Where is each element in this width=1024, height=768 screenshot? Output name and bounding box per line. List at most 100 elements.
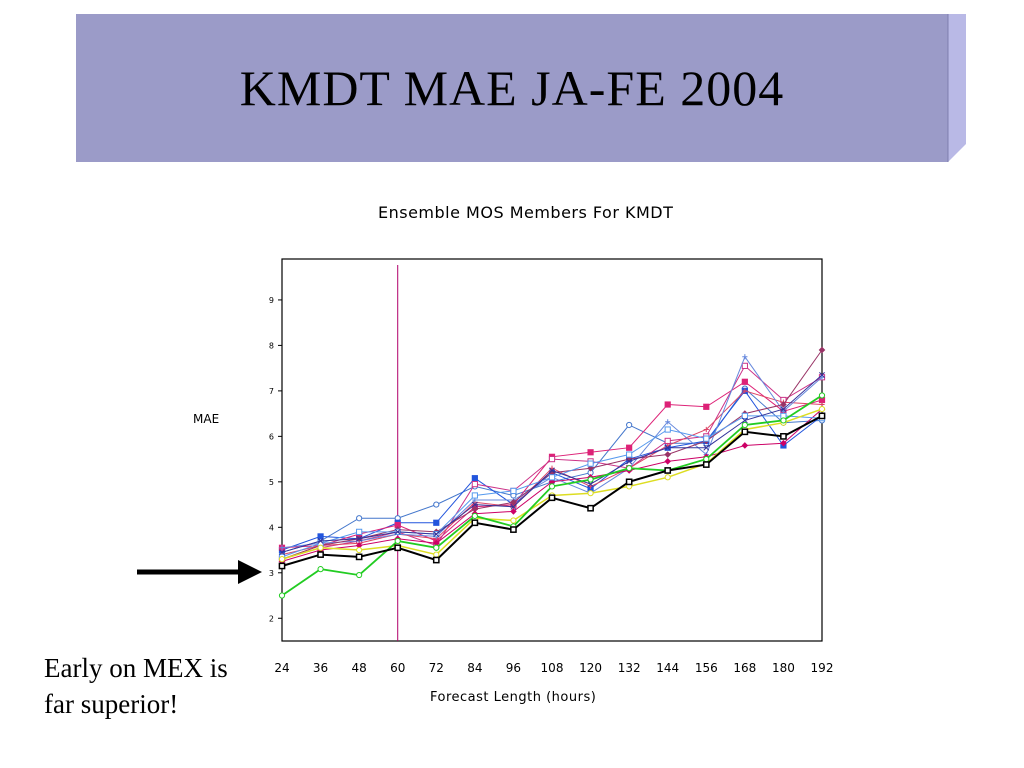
data-point [703, 426, 709, 433]
banner-edge [948, 14, 966, 162]
note-line-1: Early on MEX is [44, 653, 228, 683]
data-point [510, 517, 517, 524]
series-0 [278, 412, 826, 570]
data-point [510, 526, 517, 533]
data-point [587, 504, 594, 512]
data-point [741, 428, 749, 436]
y-tick-label: 2 [269, 614, 274, 623]
data-point [664, 401, 671, 408]
y-tick-label: 6 [269, 432, 274, 441]
data-point [548, 455, 556, 463]
data-point [626, 458, 633, 465]
data-point [780, 417, 787, 424]
data-point [741, 442, 749, 449]
data-point [317, 537, 324, 544]
data-point [818, 346, 826, 354]
data-point [510, 498, 517, 506]
x-tick-label: 144 [656, 661, 679, 675]
data-point [741, 412, 748, 419]
data-point [355, 553, 363, 561]
data-point [432, 556, 440, 564]
data-point [587, 460, 594, 467]
data-point [780, 433, 787, 440]
data-point [626, 451, 633, 458]
data-point [317, 566, 324, 573]
data-point [471, 519, 479, 527]
data-point [471, 475, 478, 482]
data-point [356, 571, 363, 579]
data-point [356, 515, 363, 522]
y-tick-label: 7 [269, 387, 274, 396]
chart-title: Ensemble MOS Members For KMDT [378, 203, 674, 222]
data-point [394, 544, 402, 552]
data-point [742, 388, 748, 394]
data-point [703, 455, 710, 463]
x-tick-label: 180 [772, 661, 795, 675]
y-tick-label: 8 [269, 341, 274, 350]
y-tick-label: 4 [269, 523, 274, 532]
x-tick-label: 24 [274, 661, 289, 675]
data-point [278, 592, 286, 599]
y-tick-label: 3 [269, 569, 274, 578]
annotation-note: Early on MEX is far superior! [44, 650, 304, 722]
data-point [317, 544, 324, 551]
plot-frame [281, 258, 823, 642]
x-tick-label: 96 [506, 661, 521, 675]
data-point [471, 492, 478, 499]
data-point [278, 556, 286, 563]
data-point [626, 444, 633, 451]
data-point [741, 417, 748, 424]
series-12 [279, 372, 825, 556]
data-point [433, 551, 440, 558]
data-point [664, 467, 672, 474]
data-point [664, 444, 671, 451]
data-point [433, 544, 440, 551]
data-point [394, 537, 401, 545]
data-point [703, 435, 710, 442]
data-point [741, 362, 748, 369]
data-point [664, 426, 671, 433]
data-point [665, 419, 671, 425]
data-point [433, 531, 440, 538]
data-point [433, 501, 440, 508]
pointer-arrow [137, 560, 262, 584]
data-point [587, 464, 594, 472]
data-point [625, 478, 633, 486]
data-point [587, 449, 594, 456]
data-point [587, 490, 594, 497]
data-point [471, 512, 478, 520]
data-point [317, 533, 324, 540]
data-point [510, 487, 517, 495]
data-point [741, 421, 748, 429]
slide-title: KMDT MAE JA-FE 2004 [239, 60, 785, 116]
data-point [664, 437, 671, 445]
data-point [549, 467, 555, 474]
data-point [703, 403, 710, 410]
data-point [626, 421, 633, 429]
data-point [818, 405, 826, 413]
data-point [394, 528, 401, 535]
x-tick-label: 120 [579, 661, 602, 675]
data-point [471, 481, 478, 488]
data-point [548, 474, 556, 481]
y-axis-label: MAE [193, 412, 220, 426]
data-point [664, 474, 671, 481]
x-tick-label: 168 [733, 661, 756, 675]
data-point [278, 562, 286, 570]
data-point [548, 483, 556, 490]
data-point [356, 535, 363, 542]
data-point [819, 372, 825, 378]
banner-face [76, 14, 948, 162]
x-tick-label: 192 [811, 661, 834, 675]
x-tick-label: 108 [541, 661, 564, 675]
data-point [510, 503, 517, 510]
title-banner-shape [76, 14, 966, 162]
y-tick-label: 9 [269, 296, 274, 305]
x-axis-label: Forecast Length (hours) [430, 690, 597, 705]
data-point [279, 545, 285, 551]
data-point [510, 508, 517, 515]
data-point [664, 451, 672, 458]
data-point [818, 412, 826, 420]
x-tick-label: 48 [352, 661, 367, 675]
